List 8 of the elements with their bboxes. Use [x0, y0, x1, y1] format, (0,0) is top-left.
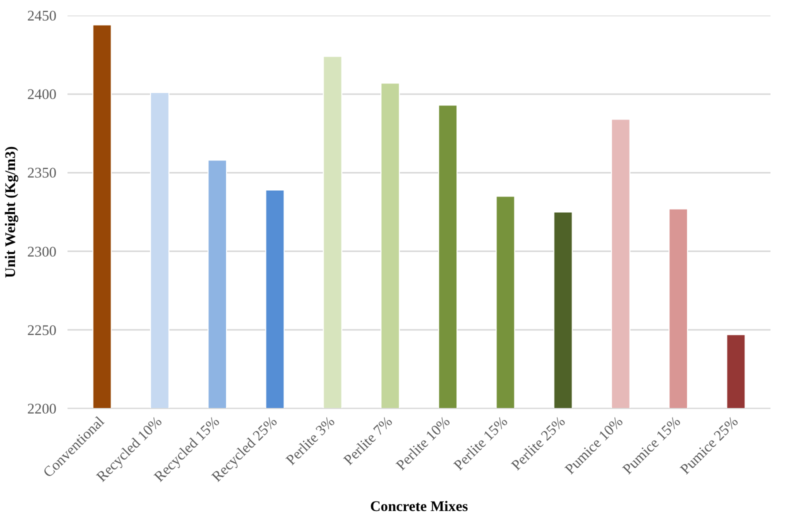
- y-tick-label: 2400: [27, 87, 56, 104]
- x-axis-title: Concrete Mixes: [370, 498, 468, 515]
- y-tick-label: 2250: [27, 322, 56, 339]
- y-tick-label: 2450: [27, 8, 56, 24]
- y-tick-label: 2200: [27, 402, 56, 418]
- y-tick-label: 2300: [27, 244, 56, 260]
- y-tick-label: 2350: [27, 166, 56, 182]
- y-axis-title: Unit Weight (Kg/m3): [3, 146, 20, 278]
